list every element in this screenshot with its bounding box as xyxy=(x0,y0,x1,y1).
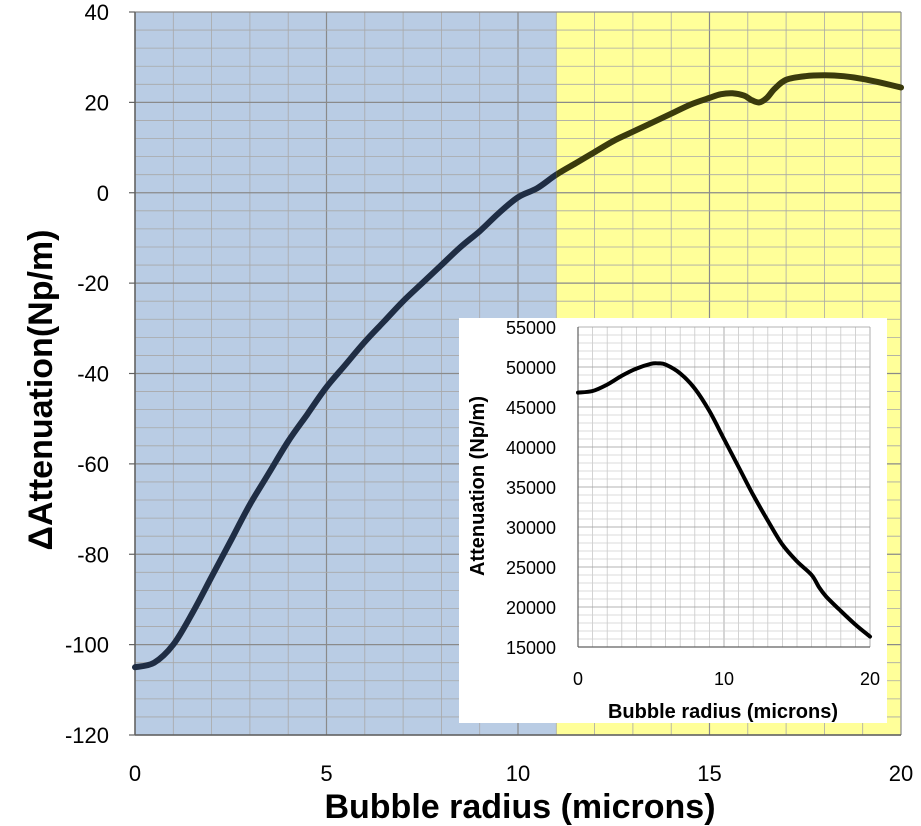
inset-series-line xyxy=(576,361,872,639)
main-x-axis-label: Bubble radius (microns) xyxy=(324,788,715,826)
main-x-tick-label: 20 xyxy=(889,761,913,786)
main-x-tick-label: 10 xyxy=(506,761,530,786)
inset-y-tick-label: 35000 xyxy=(506,478,556,498)
inset-y-tick-label: 55000 xyxy=(506,318,556,338)
main-series-line xyxy=(132,171,557,671)
main-x-tick-label: 15 xyxy=(697,761,721,786)
inset-chart: 15000 20000 25000 30000 35000 40000 45000 50000… xyxy=(459,318,887,723)
inset-x-tick-label: 10 xyxy=(714,669,734,689)
inset-y-tick-labels: 15000 20000 25000 30000 35000 40000 45000 50000… xyxy=(506,318,556,658)
main-y-tick-label: -60 xyxy=(77,452,109,477)
inset-gridlines xyxy=(577,326,871,648)
main-x-tick-label: 0 xyxy=(129,761,141,786)
main-x-tick-labels: 0 5 10 15 20 xyxy=(129,761,913,786)
inset-x-tick-labels: 0 10 20 xyxy=(573,669,880,689)
inset-y-tick-label: 15000 xyxy=(506,638,556,658)
inset-y-tick-label: 50000 xyxy=(506,358,556,378)
inset-x-tick-label: 0 xyxy=(573,669,583,689)
inset-y-tick-label: 40000 xyxy=(506,438,556,458)
main-y-tick-label: 40 xyxy=(85,0,109,25)
inset-y-tick-label: 20000 xyxy=(506,598,556,618)
inset-x-axis-label: Bubble radius (microns) xyxy=(608,701,838,723)
inset-y-tick-label: 25000 xyxy=(506,558,556,578)
main-y-tick-label: -100 xyxy=(65,633,109,658)
inset-y-axis-label: Attenuation (Np/m) xyxy=(467,396,489,576)
main-y-tick-label: 0 xyxy=(97,181,109,206)
main-series-line-highlighted xyxy=(556,72,904,179)
main-y-tick-label: -120 xyxy=(65,723,109,748)
inset-background xyxy=(459,318,887,723)
inset-y-tick-label: 30000 xyxy=(506,518,556,538)
main-y-axis-label: ΔAttenuation(Np/m) xyxy=(22,230,60,551)
main-x-tick-label: 5 xyxy=(320,761,332,786)
main-y-tick-label: -80 xyxy=(77,542,109,567)
inset-y-tick-label: 45000 xyxy=(506,398,556,418)
inset-x-tick-label: 20 xyxy=(860,669,880,689)
inset-series-group xyxy=(576,361,872,639)
main-y-tick-label: -40 xyxy=(77,362,109,387)
main-series-group xyxy=(132,72,904,671)
main-y-tick-label: -20 xyxy=(77,271,109,296)
main-y-tick-labels: -120 -100 -80 -60 -40 -20 0 20 40 xyxy=(65,0,109,748)
main-y-tick-label: 20 xyxy=(85,90,109,115)
